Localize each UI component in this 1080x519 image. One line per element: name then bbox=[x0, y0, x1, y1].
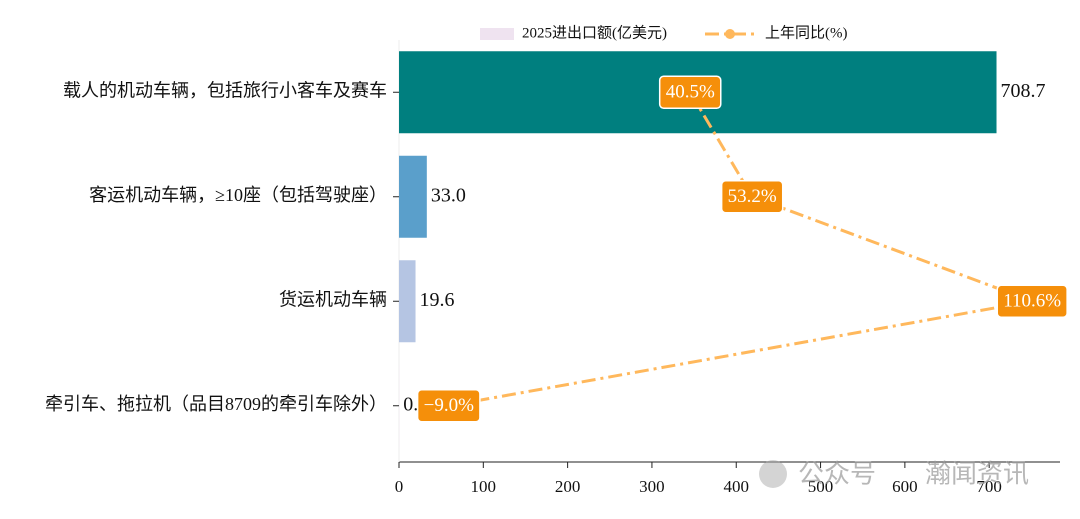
watermark-text: 公众号 bbox=[798, 460, 876, 490]
x-tick-label: 600 bbox=[892, 477, 918, 496]
line bbox=[448, 91, 1038, 408]
watermark-icon bbox=[759, 460, 787, 488]
bar-value-label: 708.7 bbox=[1001, 80, 1046, 102]
line-value-label: 40.5% bbox=[666, 82, 715, 103]
x-tick-label: 100 bbox=[471, 477, 497, 496]
bar bbox=[399, 260, 416, 343]
label-box bbox=[658, 75, 722, 109]
label-box bbox=[416, 389, 481, 423]
x-tick-label: 400 bbox=[723, 477, 749, 496]
bar-value-label: 33.0 bbox=[431, 184, 466, 206]
legend-swatch bbox=[480, 28, 514, 40]
line-value-label-box: 110.6% bbox=[996, 284, 1068, 318]
y-tick-label: 货运机动车辆 bbox=[279, 289, 387, 309]
legend-label: 上年同比(%) bbox=[765, 24, 848, 41]
legend-marker bbox=[725, 29, 735, 39]
bar bbox=[399, 155, 427, 238]
y-tick-label: 客运机动车辆，≥10座（包括驾驶座） bbox=[89, 185, 387, 205]
x-tick-label: 700 bbox=[976, 477, 1002, 496]
x-tick-label: 500 bbox=[808, 477, 834, 496]
label-box bbox=[996, 284, 1068, 318]
line-value-label: −9.0% bbox=[424, 395, 474, 416]
line-value-label-box: 40.5% bbox=[658, 75, 722, 109]
watermark-text: 瀚闻资讯 bbox=[925, 460, 1029, 490]
y-tick-label: 牵引车、拖拉机（品目8709的牵引车除外） bbox=[45, 394, 387, 414]
line-value-label-box: −9.0% bbox=[416, 389, 481, 423]
line-value-label: 53.2% bbox=[728, 186, 777, 207]
line-value-label-box: 53.2% bbox=[720, 180, 784, 214]
legend-label: 2025进出口额(亿美元) bbox=[522, 24, 667, 41]
y-tick-label: 载人的机动车辆，包括旅行小客车及赛车 bbox=[63, 80, 387, 100]
label-box bbox=[720, 180, 784, 214]
x-tick-label: 0 bbox=[395, 477, 404, 496]
x-tick-label: 200 bbox=[555, 477, 581, 496]
x-tick-label: 300 bbox=[639, 477, 665, 496]
bar-value-label: 19.6 bbox=[420, 289, 455, 311]
line-value-label: 110.6% bbox=[1003, 291, 1061, 312]
